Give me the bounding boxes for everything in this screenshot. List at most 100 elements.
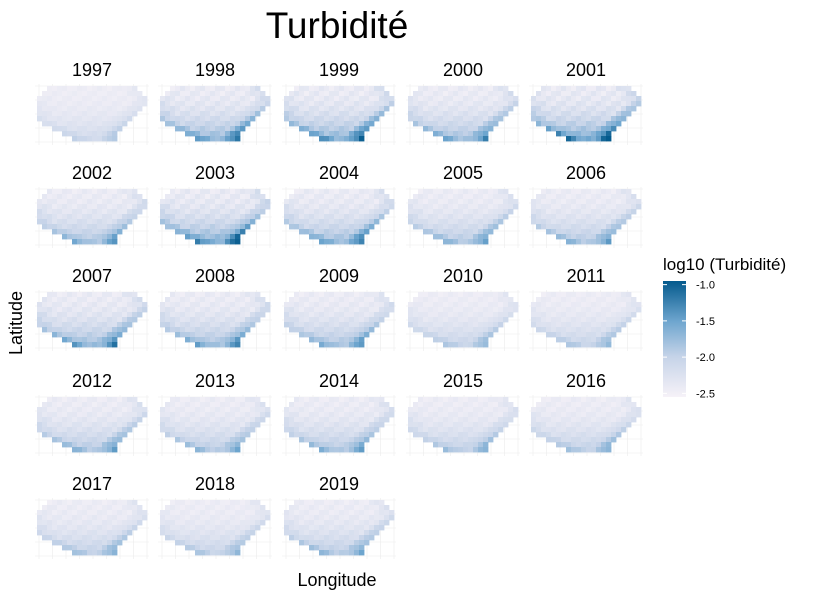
heat-cell [369,96,375,102]
heat-cell [349,520,355,526]
heat-cell [72,214,78,220]
heat-cell [551,209,557,215]
heat-cell [324,292,330,298]
heat-cell [566,86,572,92]
heat-cell [359,510,365,516]
heat-cell [448,209,454,215]
heat-cell [601,417,607,423]
heat-cell [235,510,241,516]
heat-cell [314,194,320,200]
heat-cell [175,209,181,215]
heat-cell [586,234,592,240]
heat-cell [97,204,103,210]
heat-cell [556,194,562,200]
heat-cell [205,525,211,531]
heat-cell [107,337,113,343]
heat-cell [304,111,310,117]
facet-panel: 2004 [282,163,396,248]
heat-cell [616,307,622,313]
heat-cell [215,427,221,433]
heat-cell [112,407,118,413]
heat-cell [309,106,315,112]
heat-cell [37,412,43,418]
heat-cell [379,111,385,117]
heat-cell [448,96,454,102]
heat-cell [418,432,424,438]
heat-cell [122,224,128,230]
heat-cell [339,234,345,240]
heat-cell [561,427,567,433]
heat-cell [294,219,300,225]
heat-cell [591,302,597,308]
heat-cell [349,327,355,333]
heat-cell [52,535,58,541]
heat-cell [92,219,98,225]
heat-cell [536,407,542,413]
heat-cell [127,209,133,215]
heat-cell [374,214,380,220]
heat-cell [478,194,484,200]
heat-cell [220,121,226,127]
heat-cell [566,106,572,112]
heat-cell [369,402,375,408]
heat-cell [551,422,557,428]
heat-cell [62,91,68,97]
heat-cell [250,116,256,122]
heat-cell [92,199,98,205]
heat-cell [413,412,419,418]
heat-cell [473,204,479,210]
chart-title: Turbidité [266,5,409,46]
heat-cell [354,292,360,298]
heat-cell [160,307,166,313]
heat-cell [478,224,484,230]
heat-cell [324,224,330,230]
heat-cell [200,427,206,433]
heat-cell [82,209,88,215]
heat-cell [591,417,597,423]
heat-cell [571,417,577,423]
heat-cell [82,111,88,117]
heat-cell [621,292,627,298]
heat-cell [185,427,191,433]
heat-cell [57,224,63,230]
heat-cell [299,510,305,516]
heat-cell [230,442,236,448]
heat-cell [67,515,73,521]
heat-cell [566,111,572,117]
heat-cell [170,121,176,127]
heat-cell [200,131,206,137]
heat-cell [205,417,211,423]
heat-cell [42,116,48,122]
heat-cell [359,550,365,556]
heat-cell [52,116,58,122]
facet-label: 2018 [195,474,235,494]
heat-cell [235,530,241,536]
heat-cell [463,307,469,313]
heat-cell [433,312,439,318]
heat-cell [334,530,340,536]
heat-cell [165,422,171,428]
heat-cell [160,407,166,413]
heat-cell [309,194,315,200]
heat-cell [349,337,355,343]
heat-cell [448,422,454,428]
heat-cell [374,189,380,195]
heat-cell [314,525,320,531]
heat-cell [230,545,236,551]
heat-cell [334,545,340,551]
heat-cell [289,402,295,408]
heat-cell [428,219,434,225]
heat-cell [314,111,320,117]
heat-cell [72,510,78,516]
heat-cell [102,204,108,210]
heat-cell [245,510,251,516]
facet-label: 2010 [443,266,483,286]
heat-cell [354,337,360,343]
heat-cell [309,131,315,137]
heat-cell [180,422,186,428]
heat-cell [52,427,58,433]
heat-cell [498,412,504,418]
heat-cell [581,397,587,403]
heat-cell [408,317,414,323]
heat-cell [72,224,78,230]
